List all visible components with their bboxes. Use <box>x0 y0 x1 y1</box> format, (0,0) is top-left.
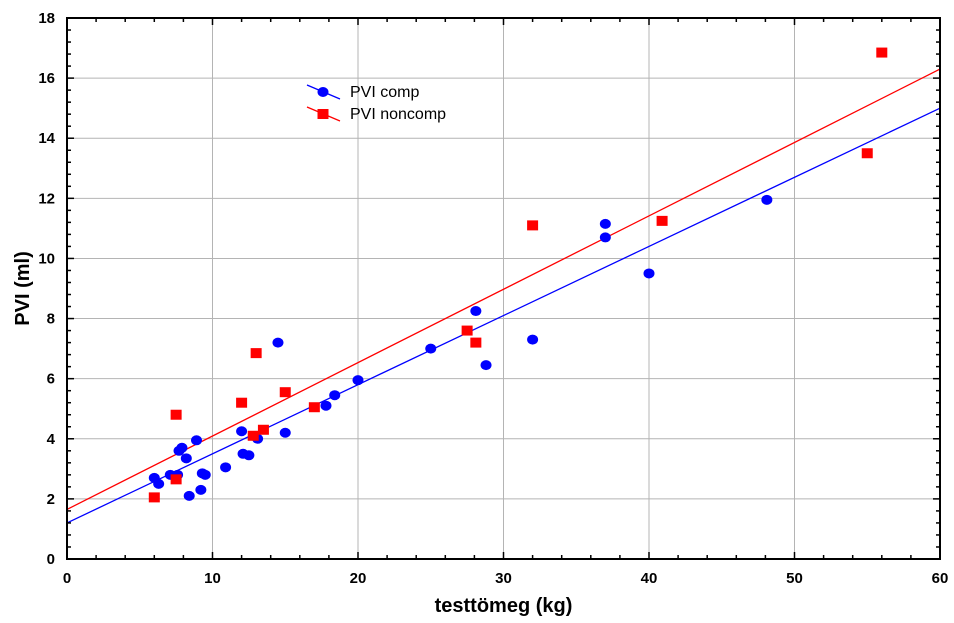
regression-lines <box>66 68 941 524</box>
data-point <box>308 402 320 413</box>
data-point <box>153 478 165 489</box>
x-tick-label: 50 <box>786 570 803 587</box>
data-point <box>220 462 232 473</box>
y-tick-label: 16 <box>38 70 55 87</box>
grid <box>67 18 940 559</box>
data-point <box>279 387 291 398</box>
x-tick-label: 0 <box>63 570 71 587</box>
data-point <box>170 474 182 485</box>
x-tick-label: 10 <box>204 570 221 587</box>
y-axis-title: PVI (ml) <box>12 251 34 325</box>
y-tick-label: 10 <box>38 250 55 267</box>
data-point <box>861 148 873 159</box>
fit-line <box>66 107 941 524</box>
x-tick-label: 20 <box>350 570 367 587</box>
data-point <box>190 435 202 446</box>
data-point <box>527 220 539 231</box>
y-tick-label: 6 <box>47 371 55 388</box>
axis-ticks: 0 10 20 30 40 50 60 0 2 4 6 8 10 12 14 16 18 <box>38 10 948 587</box>
fit-line <box>66 68 941 510</box>
data-point <box>761 194 773 205</box>
data-point <box>320 400 332 411</box>
data-point <box>876 47 888 58</box>
data-point <box>329 390 341 401</box>
data-point <box>176 442 188 453</box>
data-point <box>236 426 248 437</box>
data-point <box>243 450 255 461</box>
data-point <box>148 492 160 503</box>
y-tick-label: 0 <box>47 551 55 568</box>
data-point <box>470 306 482 317</box>
data-point <box>352 375 364 386</box>
data-point <box>470 337 482 348</box>
x-axis-title: testtömeg (kg) <box>435 595 573 617</box>
data-point <box>272 337 284 348</box>
data-point <box>236 397 248 408</box>
data-point <box>643 268 655 279</box>
legend: PVI comp PVI noncomp <box>306 84 446 123</box>
legend-label: PVI comp <box>350 84 419 101</box>
data-point <box>461 325 473 336</box>
data-point <box>257 424 269 435</box>
data-point <box>425 343 437 354</box>
y-tick-label: 18 <box>38 10 55 27</box>
y-tick-label: 4 <box>47 431 56 448</box>
data-point <box>180 453 192 464</box>
data-point <box>195 484 207 495</box>
x-tick-label: 30 <box>495 570 512 587</box>
data-point <box>480 360 492 371</box>
data-points <box>148 47 888 503</box>
y-tick-label: 2 <box>47 491 55 508</box>
data-point <box>247 430 259 441</box>
y-tick-label: 8 <box>47 311 55 328</box>
legend-label: PVI noncomp <box>350 106 446 123</box>
data-point <box>250 348 262 359</box>
legend-marker <box>317 109 329 119</box>
legend-marker <box>317 87 329 97</box>
data-point <box>656 215 668 226</box>
y-tick-label: 12 <box>38 190 55 207</box>
y-tick-label: 14 <box>38 130 55 147</box>
data-point <box>199 469 211 480</box>
data-point <box>170 409 182 420</box>
x-tick-label: 60 <box>932 570 949 587</box>
x-tick-label: 40 <box>641 570 658 587</box>
data-point <box>279 427 291 438</box>
data-point <box>599 218 611 229</box>
data-point <box>527 334 539 345</box>
data-point <box>599 232 611 243</box>
data-point <box>183 490 195 501</box>
